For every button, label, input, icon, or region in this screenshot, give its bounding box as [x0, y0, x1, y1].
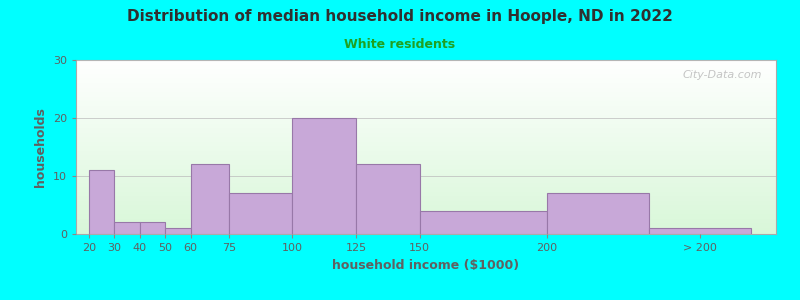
Bar — [649, 228, 750, 234]
Bar — [190, 164, 229, 234]
Y-axis label: households: households — [34, 107, 47, 187]
Text: City-Data.com: City-Data.com — [682, 70, 762, 80]
Bar — [89, 170, 114, 234]
Bar — [114, 222, 140, 234]
Bar — [547, 194, 649, 234]
Bar — [292, 118, 356, 234]
Bar — [356, 164, 420, 234]
Text: White residents: White residents — [345, 38, 455, 50]
Bar — [165, 228, 190, 234]
Bar — [229, 194, 292, 234]
Bar — [140, 222, 165, 234]
X-axis label: household income ($1000): household income ($1000) — [333, 259, 519, 272]
Text: Distribution of median household income in Hoople, ND in 2022: Distribution of median household income … — [127, 9, 673, 24]
Bar — [420, 211, 547, 234]
